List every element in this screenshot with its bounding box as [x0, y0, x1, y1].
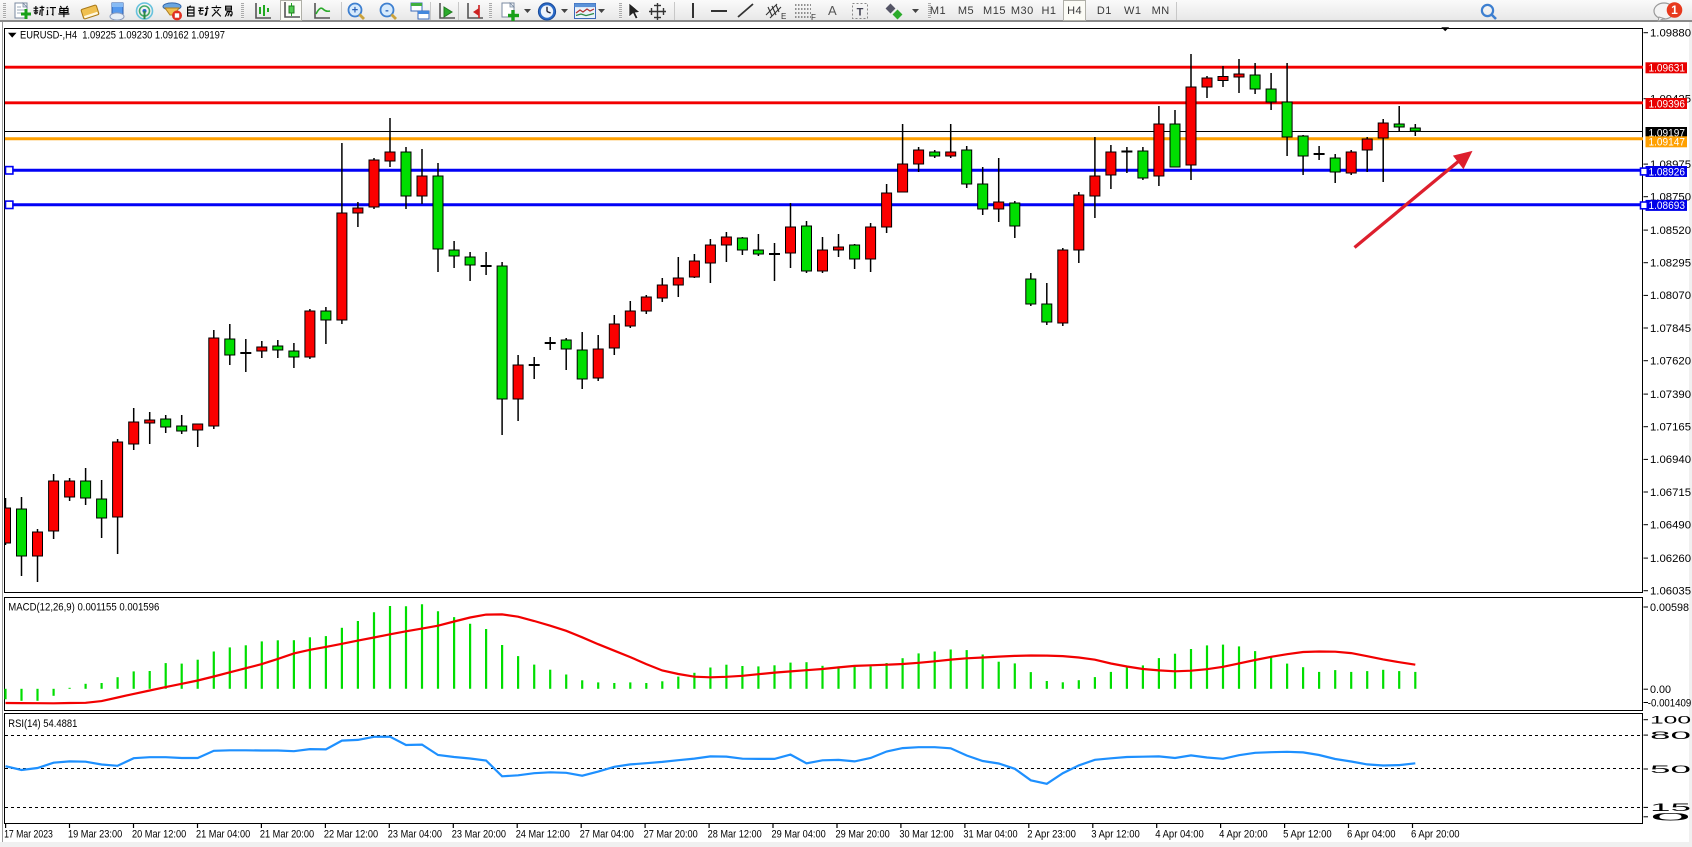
- svg-text:1.08520: 1.08520: [1650, 225, 1691, 237]
- svg-text:21 Mar 20:00: 21 Mar 20:00: [260, 828, 314, 840]
- svg-text:21 Mar 04:00: 21 Mar 04:00: [196, 828, 250, 840]
- svg-text:6 Apr 20:00: 6 Apr 20:00: [1411, 828, 1460, 840]
- svg-text:1.08926: 1.08926: [1649, 166, 1686, 178]
- svg-text:1.08693: 1.08693: [1649, 200, 1686, 212]
- svg-text:RSI(14) 54.4881: RSI(14) 54.4881: [8, 718, 77, 730]
- svg-text:22 Mar 12:00: 22 Mar 12:00: [324, 828, 378, 840]
- svg-text:1.09880: 1.09880: [1650, 28, 1691, 40]
- svg-text:E: E: [781, 12, 786, 21]
- svg-text:1.07390: 1.07390: [1650, 389, 1691, 401]
- svg-text:2 Apr 23:00: 2 Apr 23:00: [1027, 828, 1076, 840]
- svg-text:17 Mar 2023: 17 Mar 2023: [4, 828, 53, 840]
- svg-text:MACD(12,26,9) 0.001155 0.00159: MACD(12,26,9) 0.001155 0.001596: [8, 602, 159, 614]
- svg-text:1.08070: 1.08070: [1650, 290, 1691, 302]
- svg-text:1.09631: 1.09631: [1649, 63, 1686, 75]
- svg-text:20 Mar 12:00: 20 Mar 12:00: [132, 828, 186, 840]
- svg-text:1.07845: 1.07845: [1650, 323, 1691, 335]
- svg-text:0: 0: [1650, 812, 1691, 824]
- svg-text:31 Mar 04:00: 31 Mar 04:00: [963, 828, 1017, 840]
- svg-text:23 Mar 20:00: 23 Mar 20:00: [452, 828, 506, 840]
- svg-text:27 Mar 20:00: 27 Mar 20:00: [644, 828, 698, 840]
- svg-text:1.06490: 1.06490: [1650, 520, 1691, 532]
- svg-text:50: 50: [1650, 764, 1691, 776]
- svg-text:-: -: [385, 5, 389, 17]
- svg-text:F: F: [811, 13, 816, 21]
- svg-text:1.06940: 1.06940: [1650, 454, 1691, 466]
- svg-text:1.06035: 1.06035: [1650, 586, 1691, 598]
- svg-text:27 Mar 04:00: 27 Mar 04:00: [580, 828, 634, 840]
- svg-text:80: 80: [1650, 730, 1691, 742]
- svg-text:-0.001409: -0.001409: [1648, 697, 1692, 709]
- svg-text:28 Mar 12:00: 28 Mar 12:00: [708, 828, 762, 840]
- svg-text:1.06260: 1.06260: [1650, 553, 1691, 565]
- svg-text:29 Mar 20:00: 29 Mar 20:00: [836, 828, 890, 840]
- svg-text:1.06715: 1.06715: [1650, 487, 1691, 499]
- svg-text:4 Apr 04:00: 4 Apr 04:00: [1155, 828, 1204, 840]
- svg-text:5 Apr 12:00: 5 Apr 12:00: [1283, 828, 1332, 840]
- svg-text:0.00598: 0.00598: [1650, 602, 1689, 614]
- svg-text:29 Mar 04:00: 29 Mar 04:00: [772, 828, 826, 840]
- svg-text:19 Mar 23:00: 19 Mar 23:00: [68, 828, 122, 840]
- svg-text:1: 1: [1671, 3, 1678, 17]
- svg-text:1.08295: 1.08295: [1650, 258, 1691, 270]
- svg-text:15: 15: [1650, 802, 1691, 814]
- svg-text:4 Apr 20:00: 4 Apr 20:00: [1219, 828, 1268, 840]
- svg-text:1.09396: 1.09396: [1649, 98, 1686, 110]
- svg-text:1.09147: 1.09147: [1649, 137, 1686, 149]
- svg-text:1.07165: 1.07165: [1650, 422, 1691, 434]
- svg-text:EURUSD-,H4 1.09225 1.09230 1.: EURUSD-,H4 1.09225 1.09230 1.09162 1.091…: [20, 30, 225, 42]
- svg-text:30 Mar 12:00: 30 Mar 12:00: [899, 828, 953, 840]
- svg-text:23 Mar 04:00: 23 Mar 04:00: [388, 828, 442, 840]
- svg-text:100: 100: [1650, 715, 1691, 727]
- svg-text:1.07620: 1.07620: [1650, 356, 1691, 368]
- svg-text:0.00: 0.00: [1650, 684, 1671, 696]
- svg-text:24 Mar 12:00: 24 Mar 12:00: [516, 828, 570, 840]
- svg-text:6 Apr 04:00: 6 Apr 04:00: [1347, 828, 1396, 840]
- svg-text:3 Apr 12:00: 3 Apr 12:00: [1091, 828, 1140, 840]
- svg-text:+: +: [352, 5, 358, 17]
- svg-text:T: T: [857, 7, 864, 19]
